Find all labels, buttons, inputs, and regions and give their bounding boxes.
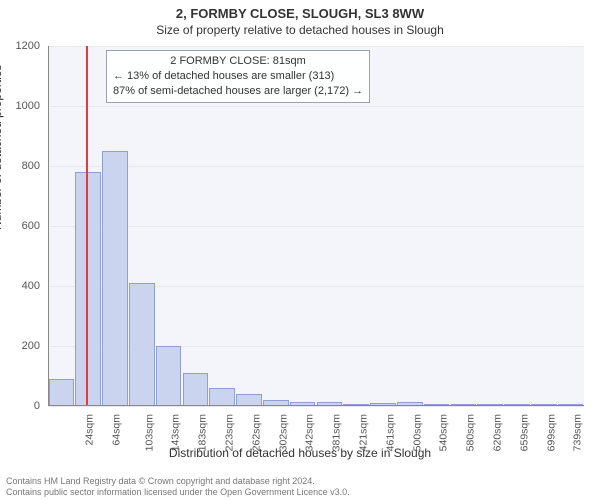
y-tick-label: 200 (0, 340, 40, 352)
plot-background: 2 FORMBY CLOSE: 81sqm← 13% of detached h… (48, 46, 584, 406)
y-tick-label: 400 (0, 280, 40, 292)
annotation-line: 2 FORMBY CLOSE: 81sqm (113, 54, 363, 69)
histogram-bar (156, 346, 182, 406)
gridline (48, 226, 584, 227)
chart-container: 2, FORMBY CLOSE, SLOUGH, SL3 8WW Size of… (0, 0, 600, 500)
page-subtitle: Size of property relative to detached ho… (0, 21, 600, 37)
x-tick-label: 24sqm (84, 414, 96, 446)
footer-line-2: Contains public sector information licen… (6, 487, 350, 498)
x-axis-line (48, 405, 584, 406)
chart-area: 2 FORMBY CLOSE: 81sqm← 13% of detached h… (48, 46, 584, 406)
x-axis-title: Distribution of detached houses by size … (0, 446, 600, 460)
histogram-bar (49, 379, 75, 406)
histogram-bar (75, 172, 101, 406)
property-marker-line (86, 46, 88, 406)
y-axis-title: Number of detached properties (0, 65, 4, 230)
page-title: 2, FORMBY CLOSE, SLOUGH, SL3 8WW (0, 0, 600, 21)
y-tick-label: 1200 (0, 40, 40, 52)
annotation-line: ← 13% of detached houses are smaller (31… (113, 69, 363, 84)
gridline (48, 166, 584, 167)
x-tick-label: 64sqm (110, 414, 122, 446)
y-tick-label: 600 (0, 220, 40, 232)
footer-line-1: Contains HM Land Registry data © Crown c… (6, 476, 350, 487)
y-tick-label: 800 (0, 160, 40, 172)
annotation-line: 87% of semi-detached houses are larger (… (113, 84, 363, 99)
y-tick-label: 1000 (0, 100, 40, 112)
y-axis-line (48, 46, 49, 406)
gridline (48, 106, 584, 107)
histogram-bar (102, 151, 128, 406)
histogram-bar (129, 283, 155, 406)
y-tick-label: 0 (0, 400, 40, 412)
gridline (48, 406, 584, 407)
gridline (48, 46, 584, 47)
annotation-box: 2 FORMBY CLOSE: 81sqm← 13% of detached h… (106, 50, 370, 103)
histogram-bar (183, 373, 209, 406)
footer-attribution: Contains HM Land Registry data © Crown c… (6, 476, 350, 499)
histogram-bar (209, 388, 235, 406)
